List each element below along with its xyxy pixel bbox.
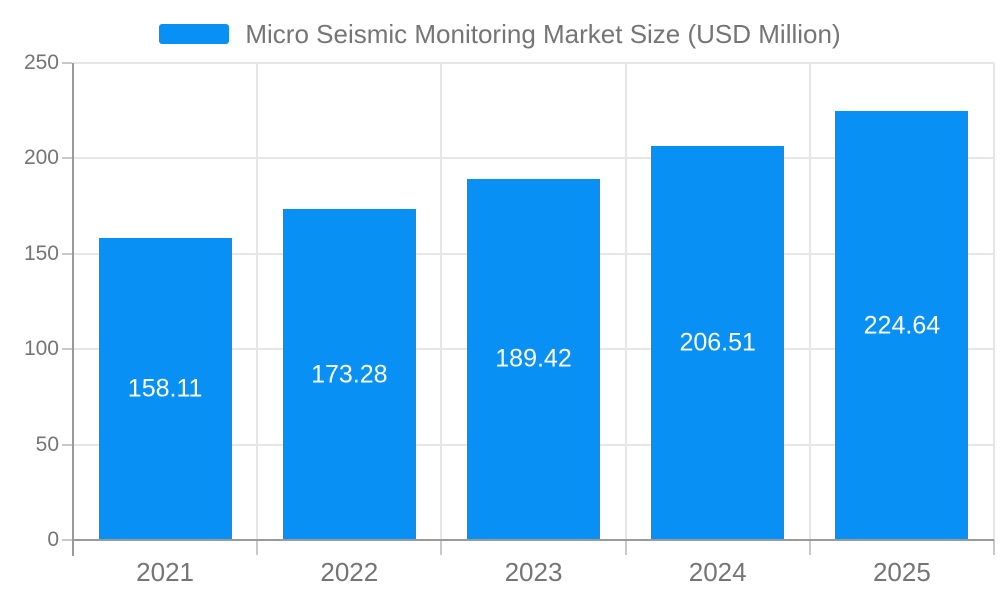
y-axis-tick <box>62 252 72 255</box>
y-axis-line <box>72 63 74 556</box>
legend[interactable]: Micro Seismic Monitoring Market Size (US… <box>0 18 1000 50</box>
bar-value-label: 158.11 <box>127 374 203 403</box>
legend-swatch <box>159 24 230 44</box>
bar <box>835 111 969 540</box>
x-gridline <box>808 63 811 540</box>
x-tick-label: 2024 <box>688 557 747 587</box>
y-gridline <box>73 62 994 64</box>
y-tick-label: 150 <box>23 241 59 265</box>
x-gridline <box>624 63 627 540</box>
x-gridline <box>993 63 995 540</box>
y-axis-tick <box>62 443 72 446</box>
bar-value-label: 189.42 <box>495 344 572 373</box>
x-axis-tick <box>808 540 811 555</box>
x-tick-label: 2023 <box>504 557 563 587</box>
bar-value-label: 173.28 <box>311 360 388 389</box>
y-tick-label: 250 <box>23 51 59 74</box>
y-axis-tick <box>62 348 72 351</box>
x-gridline <box>440 63 443 540</box>
bar-value-label: 224.64 <box>863 311 941 340</box>
x-gridline <box>256 63 259 540</box>
x-axis-tick <box>624 540 627 555</box>
y-axis-tick <box>62 157 72 160</box>
y-tick-label: 100 <box>23 337 59 361</box>
y-tick-label: 50 <box>35 432 59 456</box>
x-tick-label: 2022 <box>320 557 379 587</box>
x-tick-label: 2025 <box>872 557 931 587</box>
bar <box>467 178 600 540</box>
bar <box>282 209 416 540</box>
x-axis-line <box>72 539 994 541</box>
y-tick-label: 0 <box>47 528 59 551</box>
y-axis-tick <box>62 539 72 541</box>
y-axis-tick <box>62 62 72 64</box>
y-tick-label: 200 <box>23 146 59 170</box>
bar <box>98 238 232 540</box>
y-gridline <box>73 157 994 160</box>
x-axis-tick <box>256 540 259 555</box>
x-axis-tick <box>993 540 995 555</box>
bar <box>651 145 785 540</box>
legend-label: Micro Seismic Monitoring Market Size (US… <box>245 18 841 49</box>
x-axis-tick <box>440 540 443 555</box>
x-tick-label: 2021 <box>136 557 195 587</box>
bar-value-label: 206.51 <box>679 328 756 357</box>
